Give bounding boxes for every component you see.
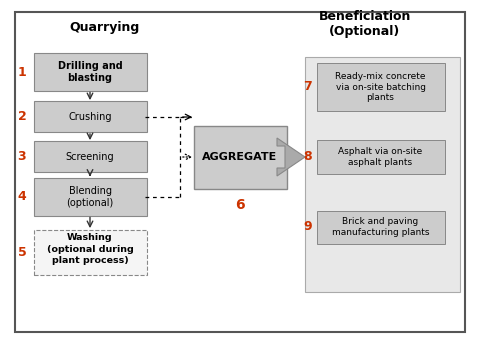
Text: 9: 9 bbox=[304, 221, 312, 234]
Text: Drilling and
blasting: Drilling and blasting bbox=[58, 61, 122, 83]
FancyBboxPatch shape bbox=[193, 126, 287, 188]
Text: 7: 7 bbox=[304, 80, 312, 93]
Text: 5: 5 bbox=[18, 246, 26, 259]
FancyBboxPatch shape bbox=[316, 141, 444, 173]
FancyBboxPatch shape bbox=[34, 142, 146, 172]
FancyBboxPatch shape bbox=[316, 210, 444, 244]
Text: Asphalt via on-site
asphalt plants: Asphalt via on-site asphalt plants bbox=[338, 147, 422, 167]
Text: Quarrying: Quarrying bbox=[70, 21, 140, 34]
Text: Brick and paving
manufacturing plants: Brick and paving manufacturing plants bbox=[332, 217, 429, 237]
Text: AGGREGATE: AGGREGATE bbox=[203, 152, 277, 162]
Text: Ready-mix concrete
via on-site batching
plants: Ready-mix concrete via on-site batching … bbox=[335, 72, 426, 102]
Text: 6: 6 bbox=[235, 198, 245, 212]
Text: Crushing: Crushing bbox=[68, 112, 112, 122]
Polygon shape bbox=[277, 138, 305, 176]
Text: Blending
(optional): Blending (optional) bbox=[66, 186, 114, 208]
FancyBboxPatch shape bbox=[34, 53, 146, 91]
FancyBboxPatch shape bbox=[316, 63, 444, 111]
Text: 2: 2 bbox=[18, 110, 26, 123]
FancyBboxPatch shape bbox=[15, 12, 465, 332]
Text: 4: 4 bbox=[18, 190, 26, 203]
Text: Beneficiation
(Optional): Beneficiation (Optional) bbox=[319, 10, 411, 39]
Text: 1: 1 bbox=[18, 66, 26, 79]
FancyBboxPatch shape bbox=[34, 229, 146, 275]
Text: 3: 3 bbox=[18, 150, 26, 163]
FancyBboxPatch shape bbox=[34, 102, 146, 132]
FancyBboxPatch shape bbox=[305, 57, 460, 292]
Text: Washing
(optional during
plant process): Washing (optional during plant process) bbox=[47, 233, 133, 265]
FancyBboxPatch shape bbox=[34, 178, 146, 216]
Text: 8: 8 bbox=[304, 150, 312, 163]
Text: Screening: Screening bbox=[66, 152, 114, 162]
